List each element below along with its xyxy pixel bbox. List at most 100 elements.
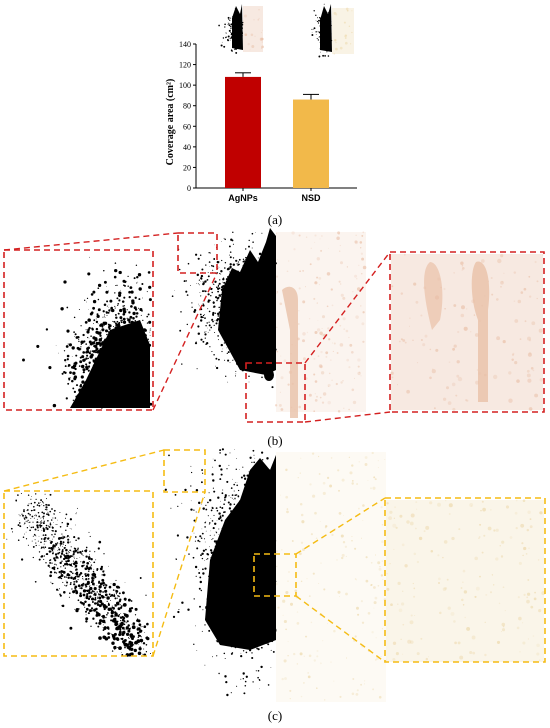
spray-dot <box>43 558 45 560</box>
spray-dot <box>254 331 257 334</box>
stain-speck <box>462 604 465 606</box>
stain-speck <box>317 355 320 358</box>
spray-dot <box>128 324 131 327</box>
spray-dot <box>98 387 100 389</box>
spray-dot <box>201 557 204 560</box>
stain-speck <box>453 304 457 307</box>
spray-dot <box>235 582 238 585</box>
spray-dot <box>238 25 240 27</box>
spray-dot <box>68 563 71 566</box>
spray-dot <box>147 271 151 274</box>
spray-dot <box>248 473 251 476</box>
spray-dot <box>265 620 266 622</box>
spray-dot <box>108 374 111 378</box>
spray-dot <box>58 352 59 354</box>
stain-speck <box>515 499 518 502</box>
spray-dot <box>250 576 253 579</box>
spray-dot <box>235 30 237 32</box>
spray-dot <box>244 546 246 548</box>
spray-dot <box>214 332 216 333</box>
spray-dot <box>92 350 96 353</box>
spray-dot <box>261 342 264 345</box>
spray-dot <box>138 623 142 627</box>
stain-speck <box>357 365 360 368</box>
spray-dot <box>225 518 228 522</box>
spray-dot <box>85 384 88 387</box>
spray-dot <box>219 449 222 452</box>
stain-speck <box>283 659 287 663</box>
spray-dot <box>256 486 259 489</box>
spray-dot <box>245 258 247 261</box>
spray-dot <box>106 354 107 355</box>
stain-speck <box>283 619 287 624</box>
spray-dot <box>243 552 245 553</box>
spray-dot <box>316 20 318 23</box>
spray-dot <box>256 345 259 349</box>
spray-dot <box>72 590 76 594</box>
spray-dot <box>261 316 264 319</box>
spray-dot <box>104 587 105 589</box>
spray-dot <box>119 316 123 320</box>
stain-speck <box>536 297 538 300</box>
stain-speck <box>302 300 306 304</box>
spray-dot <box>113 355 116 357</box>
spray-dot <box>242 650 245 652</box>
spray-dot <box>206 279 209 281</box>
spray-dot <box>63 350 66 352</box>
spray-dot <box>212 487 214 489</box>
spray-dot <box>208 261 211 263</box>
spray-dot <box>128 609 132 613</box>
stain-speck <box>442 397 447 401</box>
spray-dot <box>111 389 114 393</box>
spray-dot <box>107 290 109 292</box>
stain-speck <box>284 677 287 680</box>
spray-dot <box>220 44 223 47</box>
spray-dot <box>242 508 244 511</box>
stain-speck <box>276 565 278 568</box>
spray-dot <box>114 262 117 264</box>
spray-dot <box>131 323 134 325</box>
spray-dot <box>134 306 136 308</box>
spray-dot <box>251 652 253 654</box>
spray-dot <box>26 521 28 523</box>
spray-dot <box>85 578 88 581</box>
spray-dot <box>17 494 19 496</box>
spray-dot <box>262 307 265 309</box>
stain-speck <box>360 537 363 539</box>
spray-dot <box>129 332 130 334</box>
spray-dot <box>212 537 214 540</box>
spray-dot <box>248 297 251 301</box>
spray-dot <box>244 351 246 352</box>
spray-dot <box>127 318 130 322</box>
spray-dot <box>267 577 270 580</box>
spray-dot <box>50 581 52 583</box>
spray-dot <box>140 626 142 628</box>
spray-dot <box>130 290 134 294</box>
spray-dot <box>120 652 122 654</box>
stain-speck <box>316 276 319 279</box>
spray-dot <box>128 637 130 639</box>
stain-speck <box>316 395 318 398</box>
spray-dot <box>211 473 214 476</box>
spray-dot <box>251 318 253 320</box>
spray-dot <box>85 596 89 600</box>
stain-speck <box>324 525 328 528</box>
spray-dot <box>183 280 186 283</box>
spray-dot <box>40 546 43 549</box>
spray-dot <box>220 577 223 580</box>
spray-dot <box>247 282 248 284</box>
spray-dot <box>222 621 223 623</box>
spray-dot <box>231 613 233 615</box>
spray-dot <box>220 293 222 295</box>
spray-dot <box>230 37 232 40</box>
spray-dot <box>96 390 100 394</box>
spray-dot <box>240 326 242 328</box>
spray-dot <box>49 493 52 496</box>
spray-dot <box>240 655 243 658</box>
spray-dot <box>136 619 139 622</box>
spray-dot <box>92 306 95 310</box>
spray-dot <box>189 284 191 286</box>
spray-dot <box>263 291 265 293</box>
spray-dot <box>198 303 200 305</box>
spray-dot <box>250 626 253 628</box>
